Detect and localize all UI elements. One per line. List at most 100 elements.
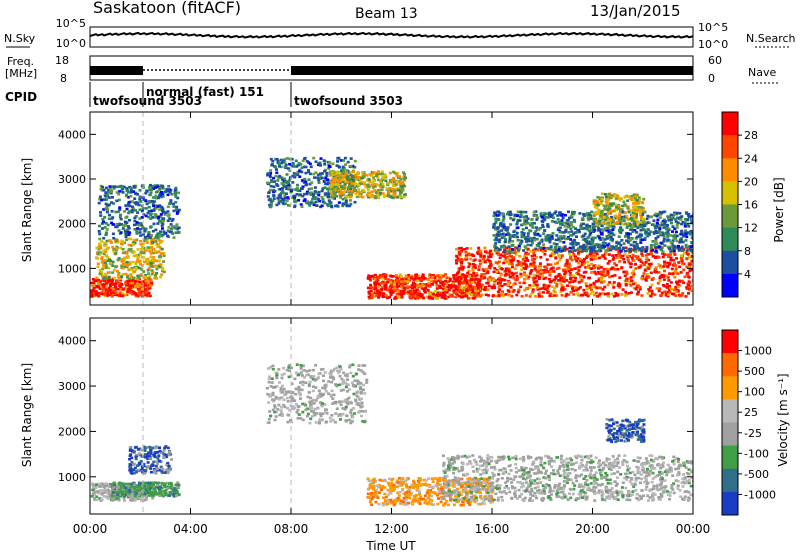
data-cell-895: [112, 185, 116, 188]
data-cell-1817: [346, 175, 350, 178]
data-cell-3222: [644, 254, 648, 257]
data-cell-4188: [530, 222, 534, 225]
data-cell-4012: [643, 236, 647, 240]
data-cell-965: [129, 186, 133, 190]
data-cell-3331: [454, 288, 458, 291]
data-cell-4232: [557, 238, 561, 242]
data-cell-933: [172, 205, 176, 208]
data-cell-4443: [657, 213, 661, 216]
data-cell-4044: [568, 246, 572, 250]
data-cell-937: [140, 204, 144, 207]
data-cell-3512: [565, 247, 569, 251]
data-cell-1167: [327, 199, 331, 202]
data-cell-2730: [638, 287, 642, 291]
data-cell-4504: [655, 224, 659, 228]
nave-tick-bottom: 0: [708, 72, 715, 85]
data-cell-3774: [511, 240, 515, 243]
data-cell-4117: [567, 216, 571, 220]
data-cell-2710: [569, 291, 573, 294]
data-cell-450: [123, 241, 126, 245]
data-cell-3367: [489, 263, 493, 266]
data-cell-4430: [691, 235, 693, 238]
power-ylabel: Slant Range [km]: [20, 158, 34, 262]
data-cell-3980: [666, 235, 670, 238]
data-cell-4054: [509, 223, 513, 226]
data-cell-969: [136, 227, 140, 230]
data-cell-903: [148, 185, 151, 189]
data-cell-3408: [660, 275, 664, 279]
data-cell-3887: [643, 224, 647, 227]
data-cell-514: [145, 260, 149, 263]
data-cell-3332: [666, 294, 670, 298]
data-cell-107: [137, 282, 141, 285]
data-cell-973: [138, 195, 142, 198]
data-cell-655: [154, 204, 158, 207]
data-cell-3224: [640, 252, 644, 256]
data-cell-1409: [269, 157, 273, 161]
data-cell-1392: [353, 159, 357, 163]
data-cell-4181: [689, 229, 693, 233]
data-cell-3566: [461, 266, 465, 270]
data-cell-2510: [511, 290, 515, 294]
data-cell-69: [146, 284, 150, 287]
data-cell-290: [126, 288, 130, 291]
data-cell-1579: [362, 190, 366, 194]
data-cell-241: [100, 290, 104, 294]
data-cell-4520: [540, 216, 544, 219]
data-cell-4193: [653, 213, 657, 217]
data-cell-2191: [413, 285, 417, 289]
data-cell-4107: [684, 229, 688, 233]
data-cell-379: [116, 241, 120, 244]
data-cell-3270: [555, 261, 559, 265]
data-cell-1220: [297, 199, 301, 202]
data-cell-1373: [295, 193, 299, 196]
data-cell-941: [148, 236, 152, 239]
data-cell-4599: [635, 235, 639, 239]
data-cell-2314: [457, 273, 461, 277]
data-cell-1848: [370, 183, 374, 187]
data-cell-1938: [435, 284, 439, 287]
data-cell-3832: [633, 225, 637, 228]
data-cell-2952: [638, 285, 642, 289]
data-cell-3556: [497, 281, 501, 284]
data-cell-192: [109, 293, 113, 296]
data-cell-892: [136, 211, 140, 214]
data-cell-4294: [558, 213, 562, 217]
data-cell-1678: [396, 188, 400, 192]
data-cell-2301: [407, 290, 411, 294]
data-cell-1673: [387, 191, 391, 194]
data-cell-4021: [515, 231, 519, 235]
data-cell-3871: [662, 226, 666, 229]
data-cell-4450: [663, 244, 667, 247]
data-cell-508: [157, 264, 161, 268]
data-cell-1422: [328, 165, 332, 168]
data-cell-1637: [367, 183, 371, 186]
data-cell-468: [151, 259, 154, 263]
data-cell-1416: [349, 157, 353, 160]
data-cell-1463: [307, 201, 311, 205]
data-cell-3248: [599, 271, 603, 274]
data-cell-1267: [312, 194, 316, 198]
data-cell-2132: [394, 284, 398, 287]
data-cell-3617: [500, 284, 504, 288]
data-cell-652: [169, 199, 173, 202]
data-cell-2024: [451, 280, 455, 283]
data-cell-3376: [513, 246, 517, 249]
data-cell-2: [100, 279, 104, 282]
data-cell-2401: [400, 280, 404, 283]
data-cell-2861: [465, 280, 469, 284]
data-cell-979: [110, 201, 114, 204]
data-cell-3288: [563, 272, 567, 276]
data-cell-3073: [477, 279, 481, 283]
data-cell-823: [157, 196, 161, 199]
data-cell-1397: [331, 162, 335, 166]
data-cell-2452: [576, 257, 580, 260]
data-cell-1104: [279, 199, 283, 203]
data-cell-4787: [593, 221, 597, 224]
data-cell-1259: [294, 188, 298, 191]
data-cell-284: [117, 281, 121, 285]
data-cell-1814: [398, 175, 402, 178]
data-cell-3211: [544, 270, 548, 274]
data-cell-3031: [605, 252, 609, 256]
data-cell-2617: [559, 290, 563, 293]
